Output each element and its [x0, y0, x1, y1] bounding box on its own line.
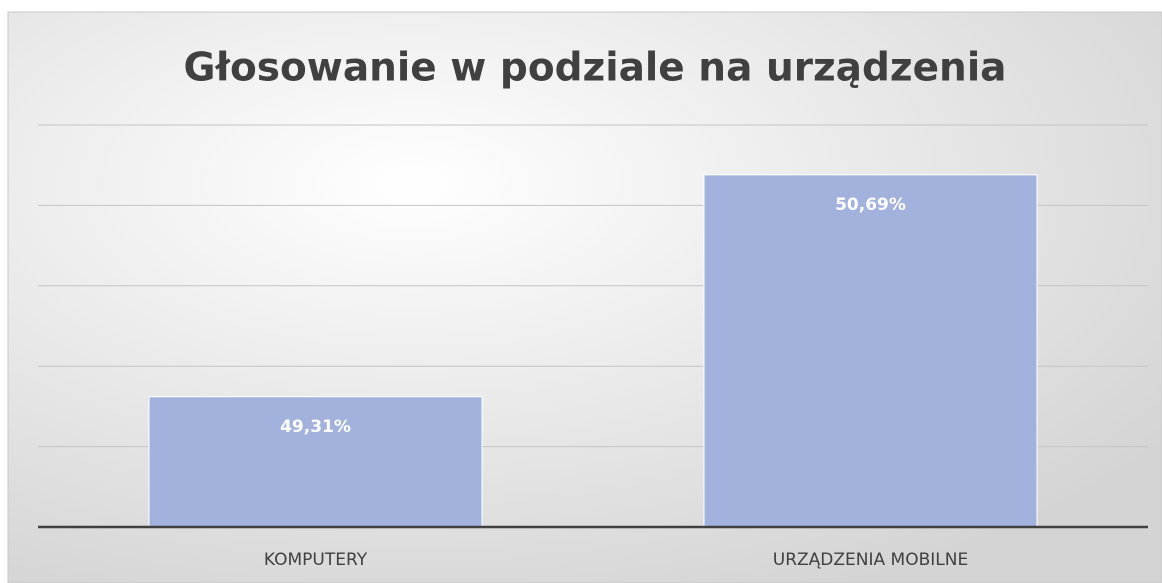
- data-label: 49,31%: [280, 417, 351, 437]
- bar: [148, 396, 483, 528]
- data-label: 50,69%: [835, 195, 906, 215]
- bar: [703, 174, 1038, 528]
- x-tick-label: URZĄDZENIA MOBILNE: [773, 550, 968, 570]
- chart-title: Głosowanie w podziale na urządzenia: [184, 46, 1007, 91]
- x-tick-label: KOMPUTERY: [264, 550, 368, 570]
